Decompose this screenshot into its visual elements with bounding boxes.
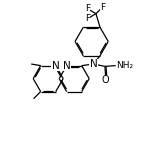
Text: O: O (102, 75, 109, 85)
Text: N: N (52, 61, 60, 71)
Text: NH₂: NH₂ (116, 61, 134, 70)
Text: N: N (63, 61, 71, 71)
Text: N: N (90, 59, 97, 69)
Text: F: F (100, 3, 105, 12)
Text: F: F (85, 4, 90, 13)
Text: F: F (85, 14, 90, 23)
